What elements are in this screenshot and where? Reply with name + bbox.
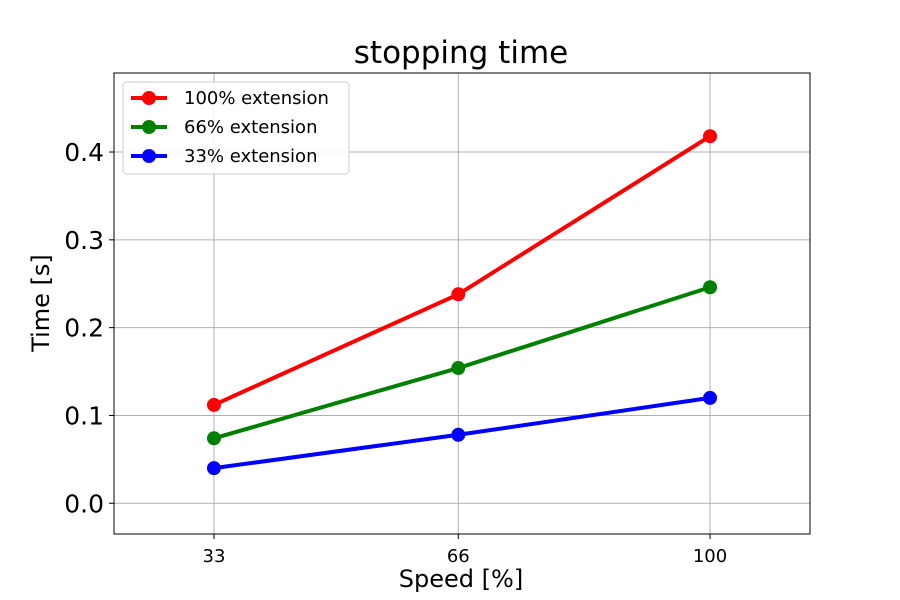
data-point [703, 390, 718, 405]
legend-item: 33% extension [131, 146, 317, 167]
data-point [703, 280, 718, 295]
series-layer [206, 129, 718, 476]
legend-item: 100% extension [131, 88, 329, 109]
data-point [451, 287, 466, 302]
x-tick-label: 66 [447, 546, 470, 567]
ticks: 0.0 0.1 0.2 0.3 0.4 33 66 100 [64, 138, 727, 567]
x-tick-label: 33 [203, 546, 226, 567]
data-point [206, 431, 221, 446]
legend-marker [142, 120, 156, 134]
y-axis-label: Time [s] [27, 254, 55, 353]
legend-marker [142, 91, 156, 105]
data-point [451, 361, 466, 376]
y-tick-label: 0.4 [64, 138, 104, 167]
x-tick-label: 100 [693, 546, 727, 567]
legend-marker [142, 149, 156, 163]
legend-item: 66% extension [131, 117, 317, 138]
y-tick-label: 0.3 [64, 226, 104, 255]
data-point [206, 397, 221, 412]
data-point [451, 427, 466, 442]
legend-label: 33% extension [184, 146, 317, 167]
y-tick-label: 0.2 [64, 314, 104, 343]
series-33-extension [206, 390, 718, 476]
y-tick-label: 0.0 [64, 489, 104, 518]
series-100-extension [206, 129, 718, 412]
plot-frame [113, 72, 811, 535]
chart-title: stopping time [354, 35, 568, 71]
series-66-extension [206, 280, 718, 446]
legend-box [122, 81, 350, 175]
data-point [206, 461, 221, 476]
legend-label: 66% extension [184, 117, 317, 138]
legend: 100% extension 66% extension 33% extension [122, 81, 350, 175]
x-axis-label: Speed [%] [399, 565, 523, 593]
data-point [703, 129, 718, 144]
legend-label: 100% extension [184, 88, 329, 109]
y-tick-label: 0.1 [64, 401, 104, 430]
